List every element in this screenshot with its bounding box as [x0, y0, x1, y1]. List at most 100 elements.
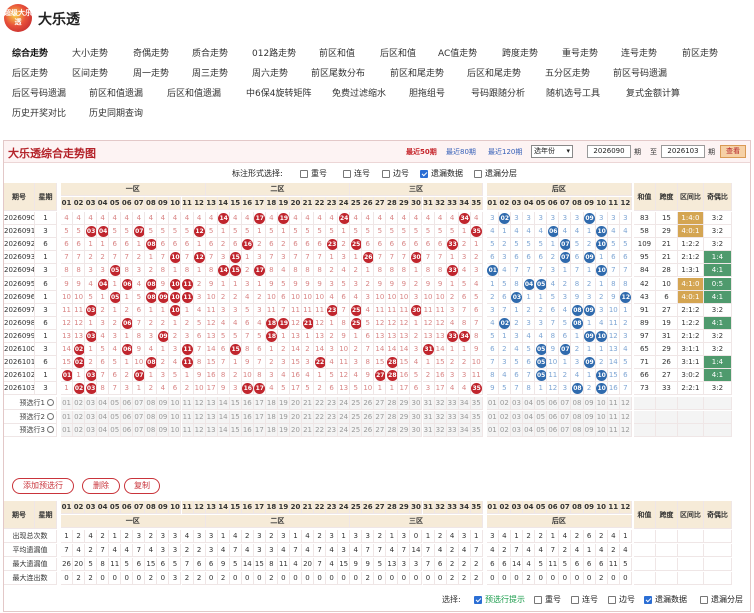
delete-button[interactable]: 删除	[82, 478, 120, 494]
nav-link[interactable]: 五分区走势	[545, 69, 591, 79]
checkbox-icon[interactable]	[571, 595, 579, 604]
preselect-front-cell[interactable]: 19	[277, 410, 290, 424]
preselect-back-cell[interactable]: 12	[619, 410, 632, 424]
footer-option-4[interactable]: 遗漏数据	[644, 594, 687, 605]
preselect-front-cell[interactable]: 08	[145, 423, 158, 437]
from-issue-input[interactable]: 2026090	[587, 145, 631, 158]
preselect-front-cell[interactable]: 33	[446, 410, 459, 424]
preselect-front-cell[interactable]: 33	[446, 423, 459, 437]
preselect-back-cell[interactable]: 09	[583, 397, 596, 411]
preselect-back-cell[interactable]: 10	[595, 397, 608, 411]
preselect-front-cell[interactable]: 11	[181, 397, 194, 411]
preselect-front-cell[interactable]: 30	[410, 397, 423, 411]
preselect-front-cell[interactable]: 04	[97, 410, 110, 424]
preselect-back-cell[interactable]: 01	[486, 423, 499, 437]
preselect-front-cell[interactable]: 01	[61, 423, 74, 437]
preselect-back-cell[interactable]: 02	[498, 397, 511, 411]
preselect-front-cell[interactable]: 15	[229, 397, 242, 411]
recent-120-link[interactable]: 最近120期	[488, 148, 523, 156]
preselect-back-cell[interactable]: 08	[571, 423, 584, 437]
footer-option-2[interactable]: 连号	[571, 594, 598, 605]
preselect-front-cell[interactable]: 15	[229, 410, 242, 424]
checkbox-icon[interactable]	[420, 169, 428, 178]
preselect-front-cell[interactable]: 31	[422, 410, 435, 424]
year-select[interactable]: 选年份 ▾	[531, 145, 573, 158]
checkbox-icon[interactable]	[474, 169, 482, 178]
preselect-front-cell[interactable]: 29	[398, 397, 411, 411]
preselect-back-cell[interactable]: 12	[619, 423, 632, 437]
preselect-back-cell[interactable]: 08	[571, 397, 584, 411]
nav-link[interactable]: 后区号码遗漏	[12, 89, 67, 99]
preselect-front-cell[interactable]: 10	[169, 397, 182, 411]
preselect-front-cell[interactable]: 24	[338, 423, 351, 437]
preselect-front-cell[interactable]: 19	[277, 397, 290, 411]
preselect-front-cell[interactable]: 12	[193, 397, 206, 411]
checkbox-icon[interactable]	[343, 169, 351, 178]
nav-link[interactable]: 综合走势	[12, 49, 49, 59]
preselect-front-cell[interactable]: 02	[73, 397, 86, 411]
preselect-front-cell[interactable]: 24	[338, 397, 351, 411]
preselect-front-cell[interactable]: 14	[217, 397, 230, 411]
preselect-front-cell[interactable]: 35	[470, 397, 483, 411]
preselect-front-cell[interactable]: 09	[157, 397, 170, 411]
preselect-front-cell[interactable]: 01	[61, 410, 74, 424]
preselect-front-cell[interactable]: 11	[181, 423, 194, 437]
radio-icon[interactable]	[47, 425, 54, 433]
preselect-front-cell[interactable]: 06	[121, 397, 134, 411]
preselect-front-cell[interactable]: 03	[85, 423, 98, 437]
preselect-front-cell[interactable]: 06	[121, 423, 134, 437]
logo[interactable]: 超级大乐透	[4, 4, 32, 32]
checkbox-icon[interactable]	[300, 169, 308, 178]
preselect-front-cell[interactable]: 16	[241, 410, 254, 424]
preselect-front-cell[interactable]: 22	[314, 410, 327, 424]
preselect-front-cell[interactable]: 31	[422, 423, 435, 437]
preselect-back-cell[interactable]: 05	[535, 410, 548, 424]
preselect-back-cell[interactable]: 11	[607, 423, 620, 437]
nav-link[interactable]: 前区走势	[682, 49, 719, 59]
preselect-front-cell[interactable]: 13	[205, 397, 218, 411]
preselect-back-cell[interactable]: 05	[535, 423, 548, 437]
nav-link[interactable]: 大小走势	[72, 49, 109, 59]
preselect-back-cell[interactable]: 03	[510, 397, 524, 411]
nav-link[interactable]: 重号走势	[562, 49, 599, 59]
nav-link[interactable]: 跨度走势	[502, 49, 539, 59]
preselect-front-cell[interactable]: 26	[362, 410, 375, 424]
nav-link[interactable]: 号码跟随分析	[471, 89, 526, 99]
nav-link[interactable]: 前区号码遗漏	[613, 69, 668, 79]
preselect-back-cell[interactable]: 04	[523, 423, 536, 437]
preselect-front-cell[interactable]: 19	[277, 423, 290, 437]
preselect-front-cell[interactable]: 20	[289, 410, 302, 424]
query-button[interactable]: 查看	[720, 145, 746, 158]
preselect-back-cell[interactable]: 09	[583, 410, 596, 424]
preselect-back-cell[interactable]: 06	[547, 410, 560, 424]
preselect-front-cell[interactable]: 28	[386, 423, 399, 437]
preselect-back-cell[interactable]: 08	[571, 410, 584, 424]
preselect-back-cell[interactable]: 03	[510, 410, 524, 424]
preselect-front-cell[interactable]: 24	[338, 410, 351, 424]
preselect-back-cell[interactable]: 05	[535, 397, 548, 411]
preselect-front-cell[interactable]: 22	[314, 397, 327, 411]
preselect-front-cell[interactable]: 16	[241, 397, 254, 411]
preselect-front-cell[interactable]: 09	[157, 423, 170, 437]
preselect-front-cell[interactable]: 33	[446, 397, 459, 411]
preselect-front-cell[interactable]: 22	[314, 423, 327, 437]
preselect-front-cell[interactable]: 25	[350, 410, 363, 424]
nav-link[interactable]: 连号走势	[621, 49, 658, 59]
preselect-front-cell[interactable]: 08	[145, 410, 158, 424]
nav-link[interactable]: 随机选号工具	[546, 89, 601, 99]
preselect-back-cell[interactable]: 04	[523, 397, 536, 411]
recent-50-link[interactable]: 最近50期	[406, 148, 437, 156]
nav-link[interactable]: 前区和尾走势	[390, 69, 445, 79]
nav-link[interactable]: 后区和尾走势	[467, 69, 522, 79]
preselect-front-cell[interactable]: 06	[121, 410, 134, 424]
footer-option-0[interactable]: 预选行提示	[474, 594, 525, 605]
preselect-front-cell[interactable]: 17	[253, 397, 266, 411]
preselect-front-cell[interactable]: 17	[253, 410, 266, 424]
preselect-front-cell[interactable]: 07	[133, 397, 146, 411]
preselect-front-cell[interactable]: 13	[205, 423, 218, 437]
nav-link[interactable]: 复式金额计算	[626, 89, 681, 99]
preselect-front-cell[interactable]: 16	[241, 423, 254, 437]
preselect-front-cell[interactable]: 28	[386, 397, 399, 411]
preselect-front-cell[interactable]: 07	[133, 423, 146, 437]
copy-button[interactable]: 复制	[124, 478, 160, 494]
